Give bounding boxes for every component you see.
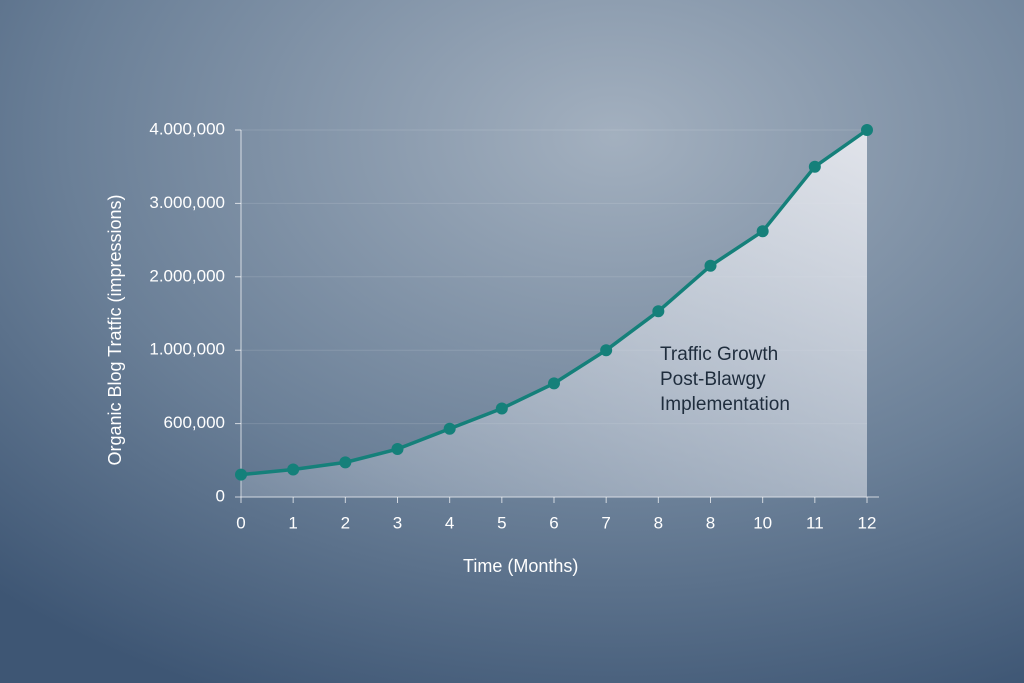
x-tick-label: 8 xyxy=(706,513,715,532)
x-tick-label: 12 xyxy=(858,513,877,532)
y-tick-label: 1.000,000 xyxy=(149,340,225,359)
y-tick-label: 4.000,000 xyxy=(149,119,225,138)
point xyxy=(756,225,769,238)
y-tick-label: 3.000,000 xyxy=(149,193,225,212)
y-tick-label: 2.000,000 xyxy=(149,266,225,285)
point xyxy=(235,468,247,481)
x-tick-label: 1 xyxy=(288,513,297,532)
point xyxy=(495,402,508,415)
x-tick-label: 5 xyxy=(497,513,506,532)
x-tick-label: 10 xyxy=(753,513,772,532)
annotation: Traffic Growth xyxy=(660,344,778,365)
point xyxy=(287,463,300,476)
point xyxy=(339,456,352,469)
point xyxy=(861,124,873,136)
x-tick-label: 6 xyxy=(549,513,558,532)
x-tick-label: 8 xyxy=(654,513,663,532)
point xyxy=(808,160,821,173)
point xyxy=(391,443,404,456)
point xyxy=(600,344,613,357)
x-tick-label: 2 xyxy=(341,513,350,532)
x-axis-label: Time (Months) xyxy=(463,556,578,576)
x-tick-label: 11 xyxy=(806,513,824,532)
y-tick-label: 600,000 xyxy=(164,413,225,432)
area xyxy=(241,130,867,497)
annotation: Post-Blawgy xyxy=(660,369,766,390)
y-axis-label: Organic Blog Tratfic (impressions) xyxy=(105,194,125,465)
x-tick-label: 7 xyxy=(601,513,610,532)
x-tick-label: 0 xyxy=(236,513,245,532)
x-tick-label: 3 xyxy=(393,513,402,532)
point xyxy=(443,422,456,435)
point xyxy=(548,377,560,390)
point xyxy=(704,259,717,272)
y-tick-label: 0 xyxy=(216,486,225,505)
annotation: Implementation xyxy=(660,394,790,415)
point xyxy=(652,305,665,318)
x-tick-label: 4 xyxy=(445,513,454,532)
